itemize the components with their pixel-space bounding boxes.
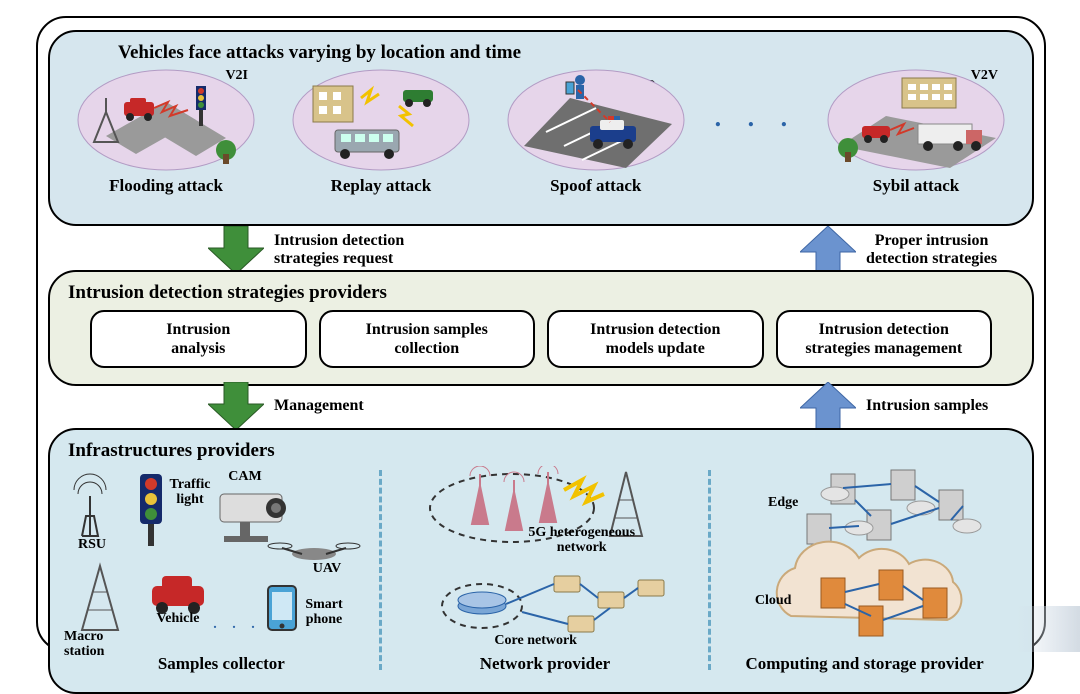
arrow-proper: Proper intrusion detection strategies: [800, 226, 997, 274]
arrow-up-blue-1: [800, 226, 856, 274]
arrow-mgmt-text: Management: [274, 397, 364, 415]
col3-title: Computing and storage provider: [711, 654, 1018, 674]
arrow-up-blue-2: [800, 382, 856, 430]
lbl-cam: CAM: [220, 470, 270, 485]
box-models: Intrusion detection models update: [547, 310, 764, 368]
a1l1: Intrusion detection: [274, 232, 404, 249]
col-network: 5G heterogeneous network Core network Ne…: [382, 466, 708, 674]
tier-infra: Infrastructures providers: [48, 428, 1034, 694]
a2l2: detection strategies: [866, 250, 997, 267]
infra-row: RSU Traffic light CAM UAV Macro station …: [64, 466, 1018, 674]
box-collection: Intrusion samples collection: [319, 310, 536, 368]
arrow-request: Intrusion detection strategies request: [208, 226, 404, 274]
lbl-uav: UAV: [302, 562, 352, 577]
spoof-label: Spoof attack: [500, 176, 692, 196]
arrow-down-green-1: [208, 226, 264, 274]
box0: Intrusion analysis: [166, 320, 230, 358]
lbl-dots: . . .: [212, 618, 262, 633]
network-svg: [382, 466, 714, 652]
arrow-management: Management: [208, 382, 364, 430]
arrow-down-green-2: [208, 382, 264, 430]
attack-spoof: V2D: [500, 68, 692, 196]
col1-title: Samples collector: [64, 654, 379, 674]
replay-label: Replay attack: [285, 176, 477, 196]
lbl-core: Core network: [476, 634, 596, 649]
col-samples: RSU Traffic light CAM UAV Macro station …: [64, 466, 379, 674]
replay-svg: [291, 68, 471, 172]
provider-boxes: Intrusion analysis Intrusion samples col…: [64, 308, 1018, 368]
arrow-proper-text: Proper intrusion detection strategies: [866, 232, 997, 269]
tier-attacks: Vehicles face attacks varying by locatio…: [48, 30, 1034, 226]
box3: Intrusion detection strategies managemen…: [805, 320, 962, 358]
replay-scene: V2V: [291, 68, 471, 172]
lbl-edge: Edge: [753, 496, 813, 511]
attack-sybil: V2V: [820, 68, 1012, 196]
attack-flooding: V2I: [70, 68, 262, 196]
arrow-samples: Intrusion samples: [800, 382, 988, 430]
attacks-row: V2I: [64, 68, 1018, 196]
arrow-samples-text: Intrusion samples: [866, 397, 988, 415]
spoof-scene: V2D: [506, 68, 686, 172]
watermark-corner: [1016, 606, 1080, 652]
col2-title: Network provider: [382, 654, 708, 674]
sybil-label: Sybil attack: [820, 176, 1012, 196]
box-analysis: Intrusion analysis: [90, 310, 307, 368]
box2: Intrusion detection models update: [590, 320, 720, 358]
lbl-cloud: Cloud: [743, 594, 803, 609]
a1l2: strategies request: [274, 250, 393, 267]
attack-replay: V2V: [285, 68, 477, 196]
tier-providers: Intrusion detection strategies providers…: [48, 270, 1034, 386]
col-compute: Edge Cloud Computing and storage provide…: [711, 466, 1018, 674]
lbl-rsu: RSU: [70, 538, 114, 553]
box-management: Intrusion detection strategies managemen…: [776, 310, 993, 368]
tier1-title: Vehicles face attacks varying by locatio…: [118, 42, 1018, 64]
lbl-vehicle: Vehicle: [148, 612, 208, 627]
flooding-label: Flooding attack: [70, 176, 262, 196]
tier3-title: Infrastructures providers: [68, 440, 1018, 462]
lbl-5g: 5G heterogeneous network: [502, 526, 662, 555]
diagram-outer: Vehicles face attacks varying by locatio…: [36, 16, 1046, 652]
spoof-svg: [506, 68, 686, 172]
compute-svg: [711, 466, 1023, 652]
lbl-smart: Smart phone: [296, 598, 352, 627]
box1: Intrusion samples collection: [366, 320, 488, 358]
flooding-scene: V2I: [76, 68, 256, 172]
sybil-scene: V2V: [826, 68, 1006, 172]
sybil-svg: [826, 68, 1006, 172]
lbl-traffic: Traffic light: [160, 478, 220, 507]
tier2-title: Intrusion detection strategies providers: [68, 282, 1018, 304]
a2l1: Proper intrusion: [875, 232, 989, 249]
attacks-ellipsis: . . .: [715, 103, 798, 161]
arrow-request-text: Intrusion detection strategies request: [274, 232, 404, 269]
flooding-svg: [76, 68, 256, 172]
